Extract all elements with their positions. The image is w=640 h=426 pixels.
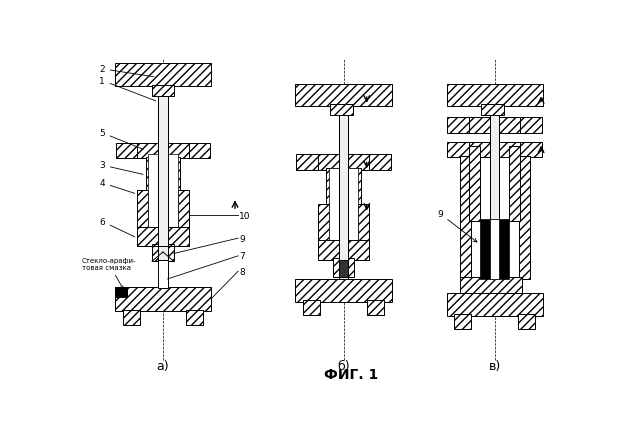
Bar xyxy=(123,310,140,325)
Bar xyxy=(339,260,348,277)
Bar xyxy=(115,288,127,296)
Bar xyxy=(490,219,499,279)
Text: 3: 3 xyxy=(99,161,143,175)
Text: 2: 2 xyxy=(99,65,154,78)
Bar xyxy=(168,157,180,193)
Bar xyxy=(490,115,499,222)
Bar xyxy=(146,157,158,193)
Bar xyxy=(447,118,469,133)
Bar xyxy=(158,260,168,288)
Bar xyxy=(296,279,392,302)
Bar xyxy=(460,156,470,279)
Bar xyxy=(469,147,480,222)
Text: 5: 5 xyxy=(99,129,143,150)
Bar xyxy=(520,143,542,158)
Text: в): в) xyxy=(488,359,500,372)
Text: 7: 7 xyxy=(239,252,244,261)
Text: а): а) xyxy=(157,359,169,372)
Bar xyxy=(348,169,360,206)
Bar xyxy=(369,155,391,170)
Text: Стекло-арафи-
товая смазка: Стекло-арафи- товая смазка xyxy=(81,257,136,289)
Bar xyxy=(318,155,369,170)
Bar xyxy=(296,85,392,106)
Bar xyxy=(358,205,369,242)
Bar xyxy=(339,115,348,279)
Bar xyxy=(518,315,535,329)
Text: 9: 9 xyxy=(437,210,477,242)
Bar xyxy=(158,96,168,260)
Bar xyxy=(367,301,384,315)
Bar xyxy=(447,85,543,106)
Text: 1: 1 xyxy=(99,77,156,101)
Bar xyxy=(480,219,509,279)
Text: 6: 6 xyxy=(99,217,135,237)
Bar xyxy=(447,293,543,316)
Bar xyxy=(303,301,320,315)
Bar xyxy=(469,118,520,133)
Bar xyxy=(152,245,174,262)
Bar xyxy=(138,191,148,229)
Bar xyxy=(481,105,504,115)
Bar xyxy=(460,278,522,293)
Bar xyxy=(296,155,318,170)
Bar xyxy=(330,105,353,115)
Text: б): б) xyxy=(337,359,350,372)
Bar xyxy=(115,64,211,87)
Bar xyxy=(115,287,127,298)
Bar xyxy=(148,155,178,229)
Text: 9: 9 xyxy=(239,234,244,243)
Bar xyxy=(326,169,339,206)
Bar xyxy=(469,143,520,158)
Bar xyxy=(509,147,520,222)
Bar xyxy=(518,156,529,279)
Bar xyxy=(520,118,542,133)
Bar xyxy=(116,143,138,158)
Text: ФИГ. 1: ФИГ. 1 xyxy=(324,368,378,382)
Bar xyxy=(318,205,329,242)
Bar xyxy=(454,315,472,329)
Bar xyxy=(189,143,210,158)
Bar xyxy=(447,143,469,158)
Bar xyxy=(333,259,355,277)
Text: 8: 8 xyxy=(239,267,244,276)
Bar xyxy=(178,191,189,229)
Bar xyxy=(329,169,358,242)
Bar xyxy=(318,241,369,260)
Bar xyxy=(138,228,189,246)
Bar xyxy=(186,310,204,325)
Bar xyxy=(115,287,211,311)
Text: 4: 4 xyxy=(99,179,134,194)
Bar xyxy=(138,143,189,158)
Bar xyxy=(152,86,174,96)
Text: 10: 10 xyxy=(239,211,250,220)
